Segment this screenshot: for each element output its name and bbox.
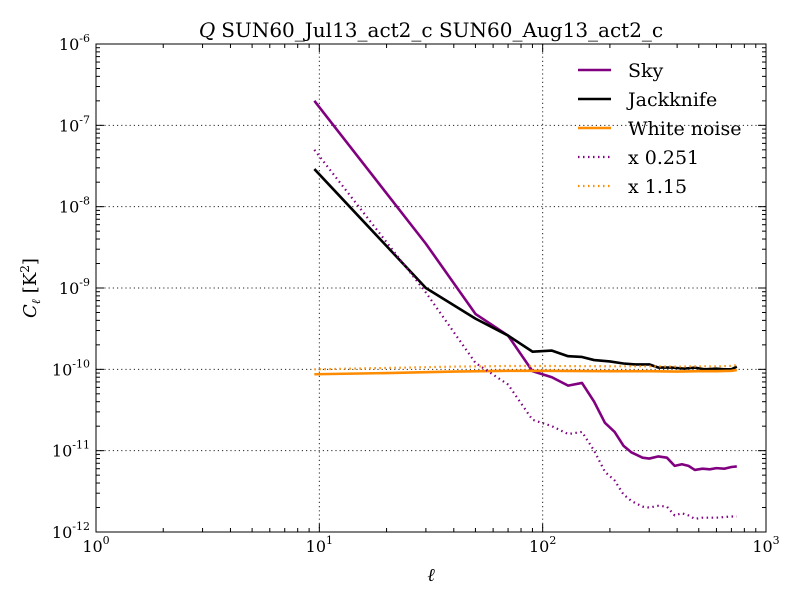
x-axis-label: ℓ — [427, 565, 435, 586]
y-tick-label: 10-10 — [52, 357, 90, 379]
chart-title-symbol: Q — [199, 18, 215, 42]
y-axis-label-unit: [K — [20, 272, 41, 293]
series-line-white-noise — [314, 368, 737, 376]
legend-label-x-1-15: x 1.15 — [628, 176, 687, 198]
tick-labels: 100 101 102 103 10-12 10-11 10-10 10-9 10-8 10-7 1… — [52, 32, 780, 556]
series-line-jackknife — [313, 168, 738, 371]
y-axis-label-unit-exponent: 2 — [18, 265, 32, 273]
y-tick-label: 10-9 — [59, 276, 90, 298]
legend-label-sky: Sky — [628, 60, 664, 82]
chart-title: Q SUN60_Jul13_act2_c SUN60_Aug13_act2_c — [199, 18, 663, 42]
series-line-x-1-15 — [314, 363, 737, 371]
x-tick-label: 100 — [82, 534, 109, 556]
chart-title-text: SUN60_Jul13_act2_c SUN60_Aug13_act2_c — [221, 18, 663, 42]
y-tick-label: 10-8 — [59, 195, 90, 217]
axis-ticks — [95, 43, 767, 533]
legend: Sky Jackknife White noise x 0.251 x 1.15 — [578, 60, 742, 198]
legend-label-white-noise: White noise — [628, 118, 742, 140]
y-axis-label-unit-close: ] — [20, 258, 41, 265]
y-axis-label: Cℓ [K2] — [18, 258, 43, 318]
legend-label-x-0-251: x 0.251 — [628, 147, 699, 169]
y-tick-label: 10-11 — [52, 439, 90, 461]
y-tick-label: 10-6 — [59, 32, 90, 54]
x-tick-label: 103 — [752, 534, 779, 556]
y-tick-label: 10-12 — [52, 520, 90, 542]
y-axis-label-subscript: ℓ — [29, 299, 43, 304]
series-line-sky — [313, 100, 737, 472]
y-tick-label: 10-7 — [59, 113, 90, 135]
y-axis-label-symbol: C — [20, 304, 41, 318]
plot-lines — [313, 100, 738, 520]
legend-label-jackknife: Jackknife — [626, 89, 717, 111]
x-tick-label: 101 — [306, 534, 333, 556]
x-tick-label: 102 — [529, 534, 556, 556]
